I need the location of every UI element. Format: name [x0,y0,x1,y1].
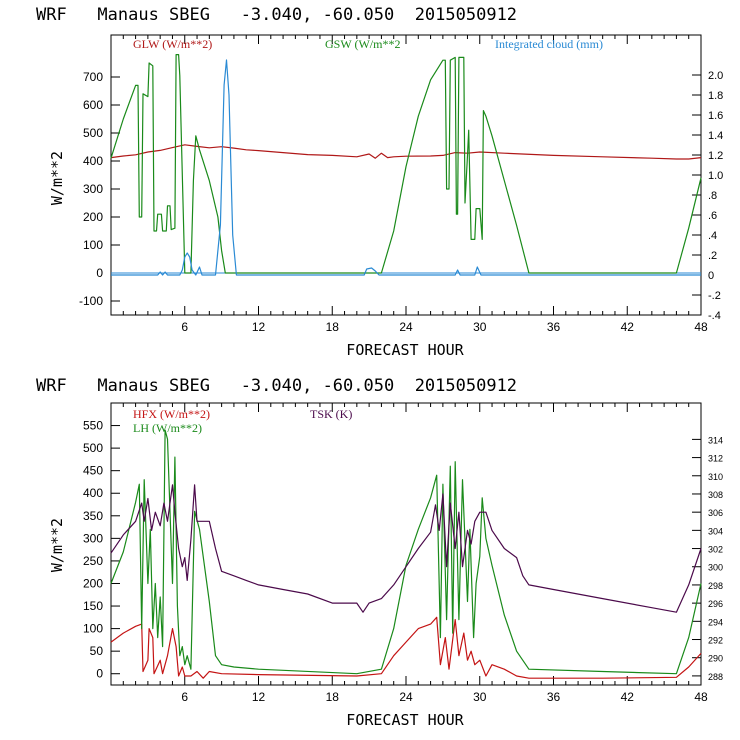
y2-tick-label: 292 [708,636,723,646]
chart-top-x-label: FORECAST HOUR [346,341,464,359]
chart-top-title: WRF Manaus SBEG -3.040, -60.050 20150509… [36,5,517,25]
y-tick-label: 0 [96,266,103,280]
chart-top-y-label: W/m**2 [48,151,66,205]
series-line-tsk-k [110,484,702,613]
y2-tick-label: -.4 [708,310,721,322]
y-tick-label: 0 [96,667,103,681]
y-tick-label: 500 [83,126,103,140]
y2-tick-label: 306 [708,508,723,518]
y-tick-label: 100 [83,238,103,252]
y2-tick-label: 290 [708,654,723,664]
y2-tick-label: 312 [708,454,723,464]
y2-tick-label: 1.0 [708,170,723,182]
y2-tick-label: -.2 [708,290,721,302]
y2-tick-label: 298 [708,581,723,591]
y2-tick-label: 0 [708,270,714,282]
chart-top: WRF Manaus SBEG -3.040, -60.050 20150509… [36,5,723,359]
y-tick-label: 600 [83,98,103,112]
y-tick-label: 300 [83,531,103,545]
y-tick-label: 300 [83,182,103,196]
chart-bottom-legend-tsk: TSK (K) [310,407,352,421]
chart-bottom-x-label: FORECAST HOUR [346,711,464,729]
x-tick-label: 6 [181,690,188,704]
y2-tick-label: 288 [708,672,723,682]
y-tick-label: 100 [83,622,103,636]
x-tick-label: 42 [621,690,635,704]
x-tick-label: 42 [621,320,635,334]
x-tick-label: 24 [399,320,413,334]
y-tick-label: 400 [83,154,103,168]
x-tick-label: 12 [252,690,266,704]
x-tick-label: 48 [694,690,708,704]
y2-tick-label: 304 [708,526,723,536]
chart-top-legend-glw: GLW (W/m**2) [133,37,212,51]
y-tick-label: 700 [83,70,103,84]
y2-tick-label: .6 [708,210,717,222]
y-tick-label: 550 [83,419,103,433]
x-tick-label: 18 [326,320,340,334]
y-tick-label: 250 [83,554,103,568]
chart-bottom-y2-ticks: 288 290 292 294 296 298 300 302 304 306 308 310 312 3… [692,435,723,682]
series-line-gsw-w-m-2 [110,54,702,274]
chart-top-y-ticks: -100 0 100 200 300 400 500 600 700 [79,70,120,308]
y-tick-label: 200 [83,576,103,590]
y2-tick-label: 296 [708,599,723,609]
chart-top-x-ticks: 6 12 18 24 30 36 42 48 [122,35,708,334]
series-line-integrated-cloud-mm [111,59,701,276]
y-tick-label: 350 [83,509,103,523]
x-tick-label: 24 [399,690,413,704]
chart-bottom-legend-hfx: HFX (W/m**2) [133,407,210,421]
y-tick-label: 50 [90,644,104,658]
y-tick-label: -100 [79,294,103,308]
y-tick-label: 150 [83,599,103,613]
chart-bottom-x-ticks: 6 12 18 24 30 36 42 48 [122,403,708,704]
chart-top-y2-ticks: -.4 -.2 0 .2 .4 .6 .8 1.0 1.2 1.4 1.6 1.8 2.0 [692,70,723,322]
y-tick-label: 200 [83,210,103,224]
y2-tick-label: 2.0 [708,70,723,82]
y2-tick-label: 300 [708,563,723,573]
chart-bottom-series [110,429,702,679]
chart-bottom-title: WRF Manaus SBEG -3.040, -60.050 20150509… [36,376,517,396]
y2-tick-label: .2 [708,250,717,262]
y2-tick-label: .4 [708,230,717,242]
y2-tick-label: 302 [708,545,723,555]
y2-tick-label: 1.6 [708,110,723,122]
chart-bottom-y-ticks: 0 50 100 150 200 250 300 350 400 450 500 550 [83,419,120,681]
series-line-glw-w-m-2 [110,144,702,160]
series-line-lh-w-m-2 [110,429,702,675]
x-tick-label: 36 [547,690,561,704]
y2-tick-label: 1.2 [708,150,723,162]
series-line-hfx-w-m-2 [110,616,702,679]
y-tick-label: 450 [83,464,103,478]
chart-bottom: WRF Manaus SBEG -3.040, -60.050 20150509… [36,376,723,729]
x-tick-label: 12 [252,320,266,334]
y-tick-label: 400 [83,486,103,500]
x-tick-label: 36 [547,320,561,334]
y2-tick-label: 1.8 [708,90,723,102]
y2-tick-label: .8 [708,190,717,202]
x-tick-label: 18 [326,690,340,704]
x-tick-label: 6 [181,320,188,334]
y2-tick-label: 1.4 [708,130,723,142]
chart-bottom-legend-lh: LH (W/m**2) [133,421,202,435]
y-tick-label: 500 [83,441,103,455]
y2-tick-label: 314 [708,435,723,445]
chart-top-legend-cloud: Integrated cloud (mm) [495,37,603,51]
x-tick-label: 48 [694,320,708,334]
x-tick-label: 30 [473,320,487,334]
y2-tick-label: 310 [708,472,723,482]
chart-top-legend-gsw: GSW (W/m**2 [325,37,400,51]
chart-bottom-y-label: W/m**2 [48,518,66,572]
chart-top-series [110,54,702,276]
y2-tick-label: 308 [708,490,723,500]
x-tick-label: 30 [473,690,487,704]
y2-tick-label: 294 [708,617,723,627]
